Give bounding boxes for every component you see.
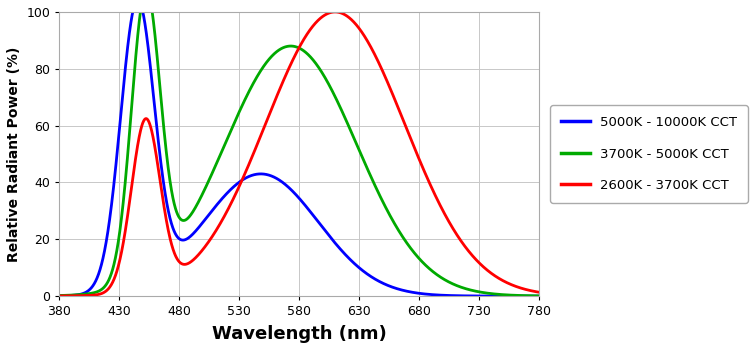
Y-axis label: Relative Radiant Power (%): Relative Radiant Power (%) xyxy=(7,46,21,262)
X-axis label: Wavelength (nm): Wavelength (nm) xyxy=(212,325,386,343)
Legend: 5000K - 10000K CCT, 3700K - 5000K CCT, 2600K - 3700K CCT: 5000K - 10000K CCT, 3700K - 5000K CCT, 2… xyxy=(550,105,748,203)
